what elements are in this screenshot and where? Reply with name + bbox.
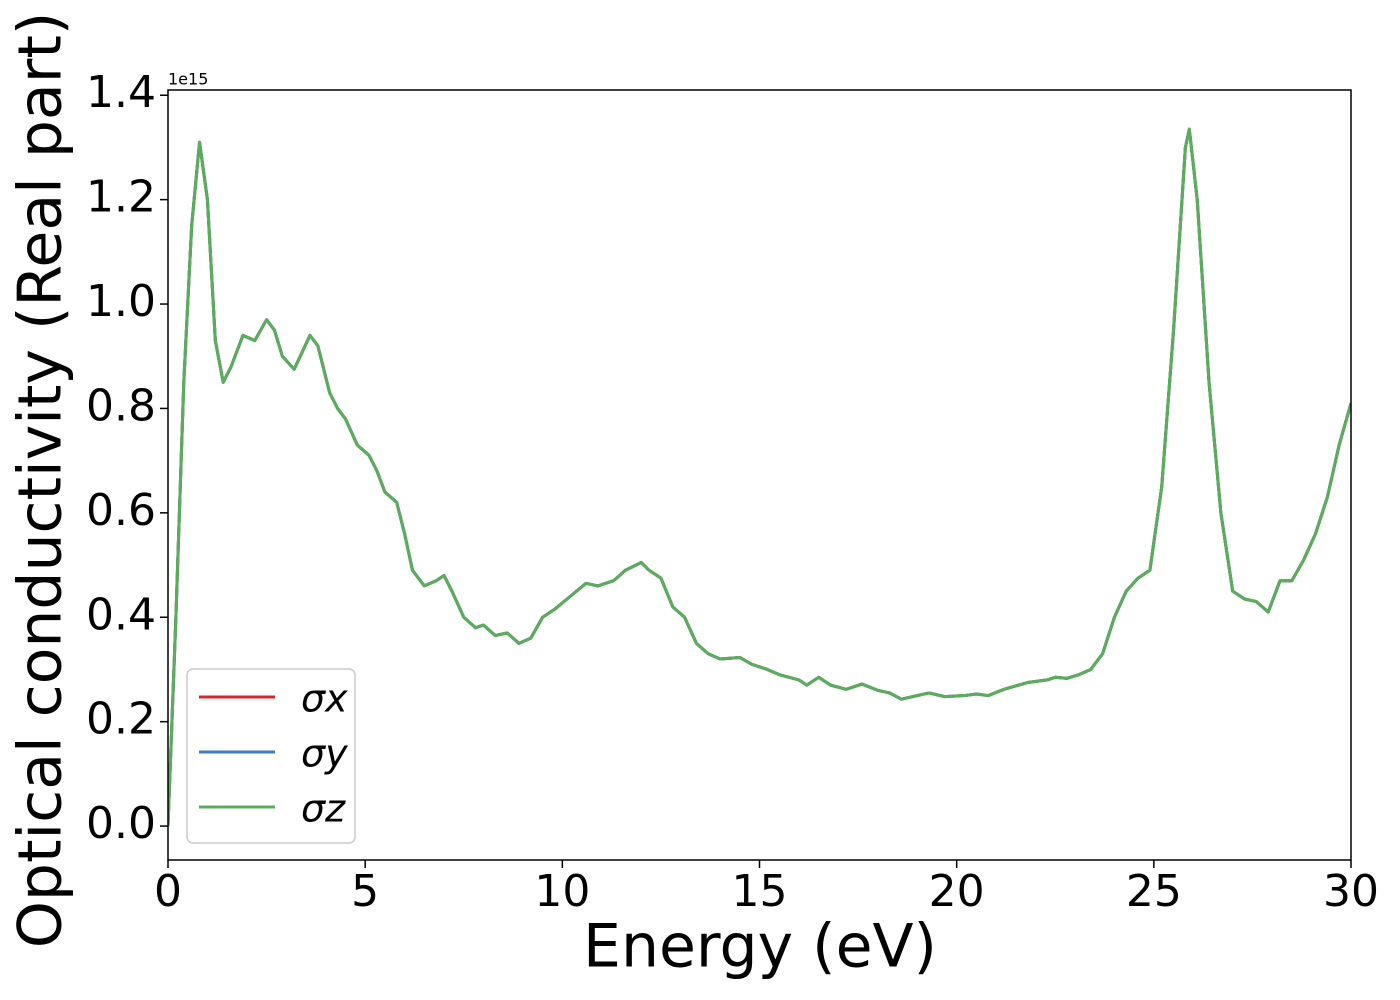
legend-label: σz [301, 787, 346, 831]
legend-box [186, 668, 356, 844]
y-tick-label: 1.2 [86, 172, 156, 223]
y-tick-label: 0.8 [86, 380, 156, 431]
series-line [168, 127, 1351, 827]
y-tick-label: 1.4 [86, 67, 156, 118]
x-axis-label: Energy (eV) [583, 912, 937, 982]
y-tick-label: 1.0 [86, 276, 156, 327]
x-tick-label: 0 [154, 866, 182, 917]
legend-label: σx [301, 677, 348, 721]
plot-frame [167, 89, 1352, 861]
x-tick-label: 5 [351, 866, 379, 917]
y-tick-label: 0.0 [86, 798, 156, 849]
y-tick-label: 0.6 [86, 485, 156, 536]
x-tick-label: 10 [534, 866, 590, 917]
legend-label: σy [301, 732, 348, 776]
x-tick-label: 30 [1323, 866, 1379, 917]
y-tick-label: 0.4 [86, 589, 156, 640]
x-tick-label: 20 [929, 866, 985, 917]
x-tick-label: 25 [1126, 866, 1182, 917]
offset-label: 1e15 [168, 70, 208, 89]
y-axis-label: Optical conductivity (Real part) [6, 12, 76, 949]
x-tick-label: 15 [732, 866, 788, 917]
y-tick-label: 0.2 [86, 694, 156, 745]
